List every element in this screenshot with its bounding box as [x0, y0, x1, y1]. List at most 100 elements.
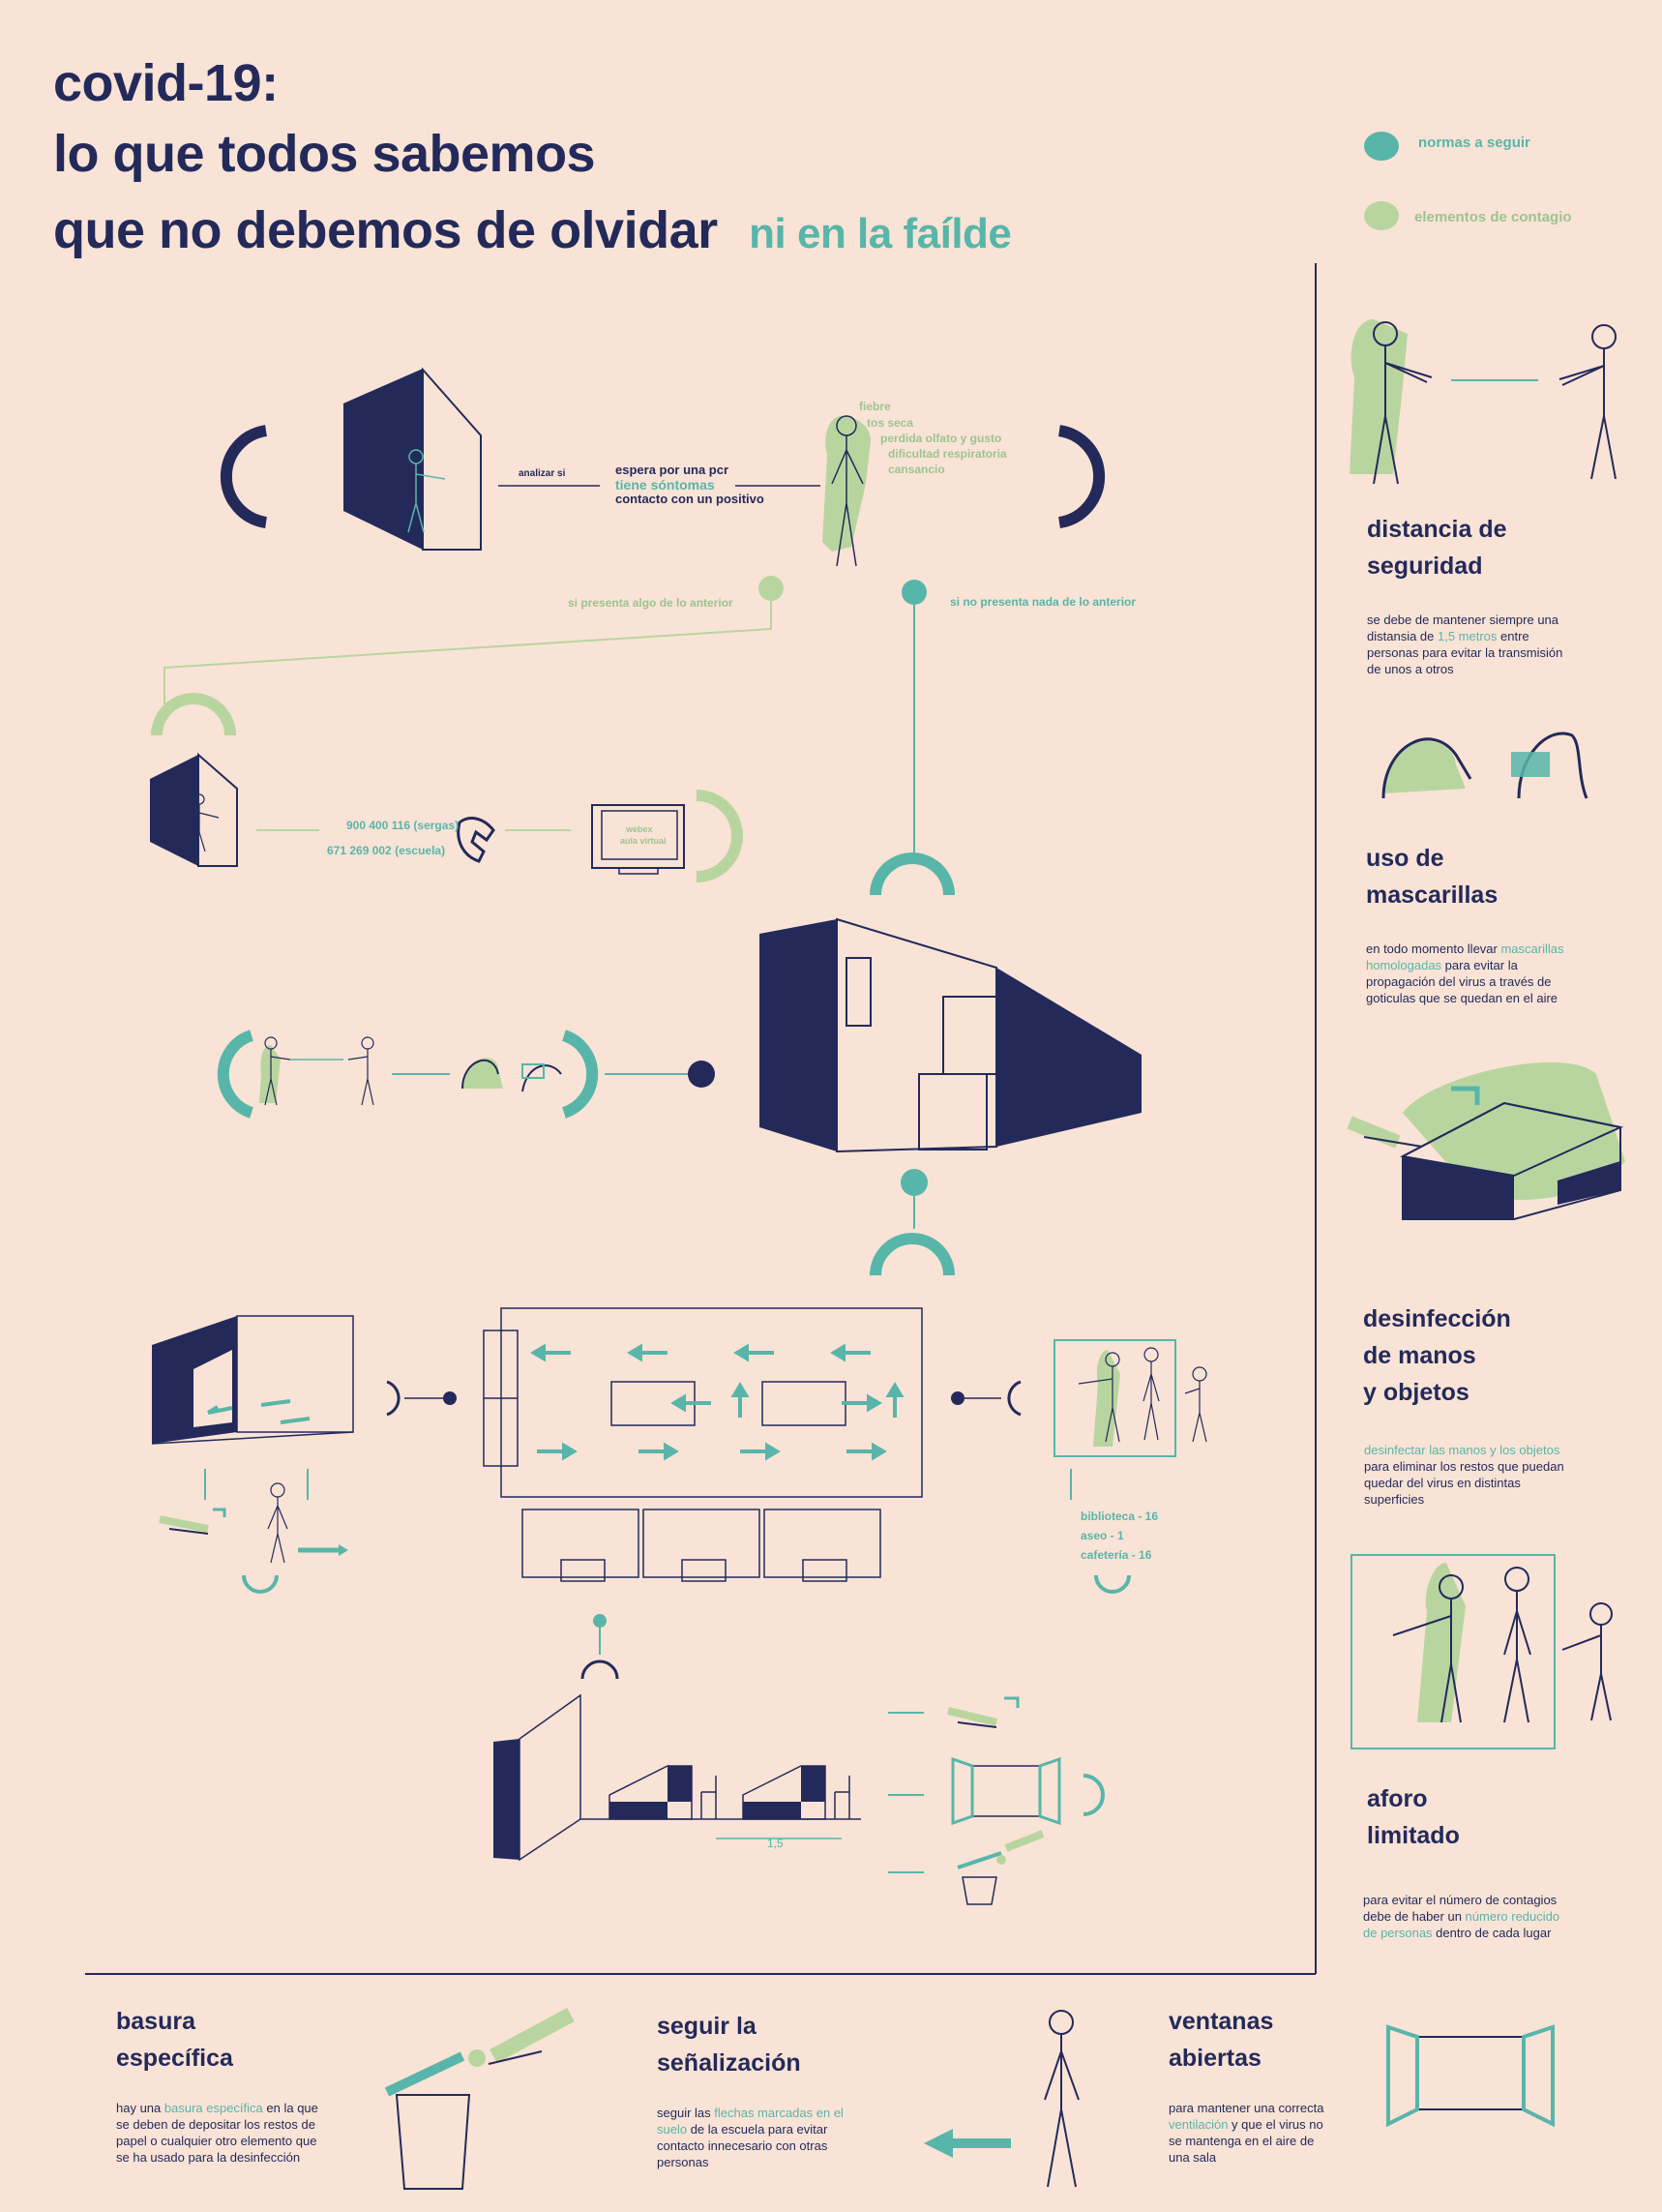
- distancia-heading-1: distancia de: [1367, 516, 1507, 543]
- distancia-heading: distancia de seguridad: [1367, 511, 1507, 584]
- trash-bin-illustration: [384, 2007, 575, 2190]
- aforo-text: para evitar el número de contagios debe …: [1363, 1892, 1559, 1941]
- desinfeccion-heading-2: de manos: [1363, 1342, 1476, 1369]
- ventanas-text-2b: y que el virus no: [1228, 2117, 1323, 2132]
- room-arrows-icon: [151, 1315, 354, 1445]
- school-connector-dot: [688, 1061, 715, 1088]
- distancing-mini-icon: [259, 1036, 374, 1106]
- bracket-aforo-open: [1007, 1380, 1022, 1417]
- condition-sintomas: tiene sóntomas: [615, 477, 715, 493]
- bracket-house-second: [151, 693, 236, 736]
- disinfection-illustration: [1347, 1061, 1625, 1220]
- hand-sanitizer-icon-left: [159, 1508, 226, 1535]
- window-icon-right: [951, 1756, 1061, 1826]
- desinfeccion-heading-3: y objetos: [1363, 1379, 1469, 1406]
- senalizacion-text-3: contacto innecesario con otras: [657, 2138, 828, 2153]
- distance-label: 1,5: [767, 1837, 784, 1850]
- symptom-respiratoria: dificultad respiratoria: [888, 447, 1007, 461]
- mask-mini-icon: [461, 1058, 562, 1092]
- mascarillas-text-2b: para evitar la: [1441, 958, 1518, 972]
- distancia-text-3: personas para evitar la transmisión: [1367, 645, 1563, 660]
- hand-sanitizer-icon-right: [947, 1696, 1020, 1728]
- screen-webex: webex: [626, 824, 653, 834]
- distancia-text-4: de unos a otros: [1367, 662, 1454, 676]
- distancing-illustration: [1350, 319, 1617, 485]
- legend-contagio-label: elementos de contagio: [1414, 209, 1572, 225]
- aforo-text-2: debe de haber un número reducido: [1363, 1908, 1559, 1925]
- sick-person-icon-top: [822, 415, 871, 567]
- bracket-aforo-bottom: [1094, 1574, 1131, 1594]
- mascarillas-text: en todo momento llevar mascarillas homol…: [1366, 941, 1563, 1006]
- window-illustration: [1386, 2024, 1555, 2128]
- basura-text-1a: hay una: [116, 2101, 164, 2115]
- aforo-text-3: de personas dentro de cada lugar: [1363, 1925, 1559, 1941]
- analizar-label: analizar si: [519, 468, 566, 479]
- distancia-text-2: distansia de 1,5 metros entre: [1367, 628, 1562, 644]
- aforo-heading: aforo limitado: [1367, 1780, 1460, 1854]
- aforo-text-3a: de personas: [1363, 1926, 1433, 1940]
- title-line-3: que no debemos de olvidar ni en la faíld…: [53, 200, 1012, 260]
- mascarillas-text-4: goticulas que se quedan en el aire: [1366, 991, 1558, 1005]
- ventanas-text-4: una sala: [1169, 2150, 1217, 2165]
- senalizacion-text-1: seguir las flechas marcadas en el: [657, 2105, 844, 2121]
- mascarillas-text-2: homologadas para evitar la: [1366, 957, 1563, 973]
- phone-escuela: 671 269 002 (escuela): [327, 844, 446, 857]
- bracket-mask-close: [561, 1030, 599, 1119]
- senalizacion-heading-1: seguir la: [657, 2013, 757, 2040]
- senalizacion-text-2: suelo de la escuela para evitar: [657, 2121, 844, 2137]
- basura-heading: basura específica: [116, 2003, 233, 2077]
- distancia-heading-2: seguridad: [1367, 553, 1483, 580]
- basura-text-2: se deben de depositar los restos de: [116, 2117, 315, 2132]
- basura-text-1c: en la que: [262, 2101, 318, 2115]
- classroom-dot: [593, 1614, 607, 1628]
- mascarillas-text-3: propagación del virus a través de: [1366, 974, 1552, 989]
- phone-sergas: 900 400 116 (sergas): [346, 819, 460, 832]
- bracket-distancing-open: [217, 1030, 254, 1119]
- mascarillas-text-2a: homologadas: [1366, 958, 1442, 972]
- mascarillas-text-1b: mascarillas: [1500, 942, 1564, 956]
- basura-heading-2: específica: [116, 2045, 233, 2072]
- aforo-aseo: aseo - 1: [1081, 1529, 1124, 1542]
- floor-plan-icon: [483, 1307, 923, 1582]
- aforo-text-1: para evitar el número de contagios: [1363, 1893, 1558, 1907]
- bracket-school-bottom: [870, 1233, 955, 1276]
- trash-bin-icon-right: [957, 1830, 1045, 1905]
- basura-text-3: papel o cualquier otro elemento que: [116, 2134, 317, 2148]
- bracket-window-right: [1083, 1774, 1105, 1816]
- aforo-text-2a: debe de haber un: [1363, 1909, 1466, 1924]
- mascarillas-text-1: en todo momento llevar mascarillas: [1366, 941, 1563, 957]
- title-line-3-text: que no debemos de olvidar: [53, 201, 718, 259]
- title-subtitle: ni en la faílde: [749, 210, 1012, 257]
- legend-normas-dot: [1364, 132, 1399, 161]
- phone-icon: [457, 817, 495, 863]
- senalizacion-text-1b: flechas marcadas en el: [714, 2106, 844, 2120]
- desinfeccion-text-3: quedar del virus en distintas: [1364, 1476, 1521, 1490]
- aforo-heading-2: limitado: [1367, 1822, 1460, 1849]
- basura-heading-1: basura: [116, 2008, 195, 2035]
- senalizacion-text: seguir las flechas marcadas en el suelo …: [657, 2105, 844, 2170]
- desinfeccion-heading-1: desinfección: [1363, 1305, 1511, 1332]
- desinfeccion-text-4: superficies: [1364, 1492, 1425, 1507]
- symptom-cansancio: cansancio: [888, 463, 945, 476]
- senalizacion-text-4: personas: [657, 2155, 709, 2169]
- symptom-fiebre: fiebre: [859, 400, 891, 413]
- yes-branch-line: [163, 601, 772, 704]
- desinfeccion-text-1: desinfectar las manos y los objetos: [1364, 1443, 1560, 1457]
- desinfeccion-text-2: para eliminar los restos que puedan: [1364, 1459, 1564, 1474]
- symptom-tos: tos seca: [867, 416, 914, 430]
- bracket-school-top: [870, 852, 955, 896]
- no-branch-dot: [902, 580, 927, 605]
- condition-contacto: contacto con un positivo: [615, 492, 764, 506]
- ventanas-heading-2: abiertas: [1169, 2045, 1261, 2072]
- capacity-illustration: [1350, 1554, 1613, 1749]
- distancia-text-2b: 1,5 metros: [1438, 629, 1498, 643]
- aforo-text-3b: dentro de cada lugar: [1432, 1926, 1552, 1940]
- legend-normas-label: normas a seguir: [1418, 135, 1530, 151]
- distancia-text-1: se debe de mantener siempre una: [1367, 613, 1559, 627]
- aforo-mini-icon: [1054, 1339, 1207, 1457]
- ventanas-text-3: se mantenga en el aire de: [1169, 2134, 1315, 2148]
- person-icon-left: [267, 1482, 288, 1564]
- ventanas-text-1: para mantener una correcta: [1169, 2101, 1324, 2115]
- mascarillas-heading-2: mascarillas: [1366, 882, 1499, 909]
